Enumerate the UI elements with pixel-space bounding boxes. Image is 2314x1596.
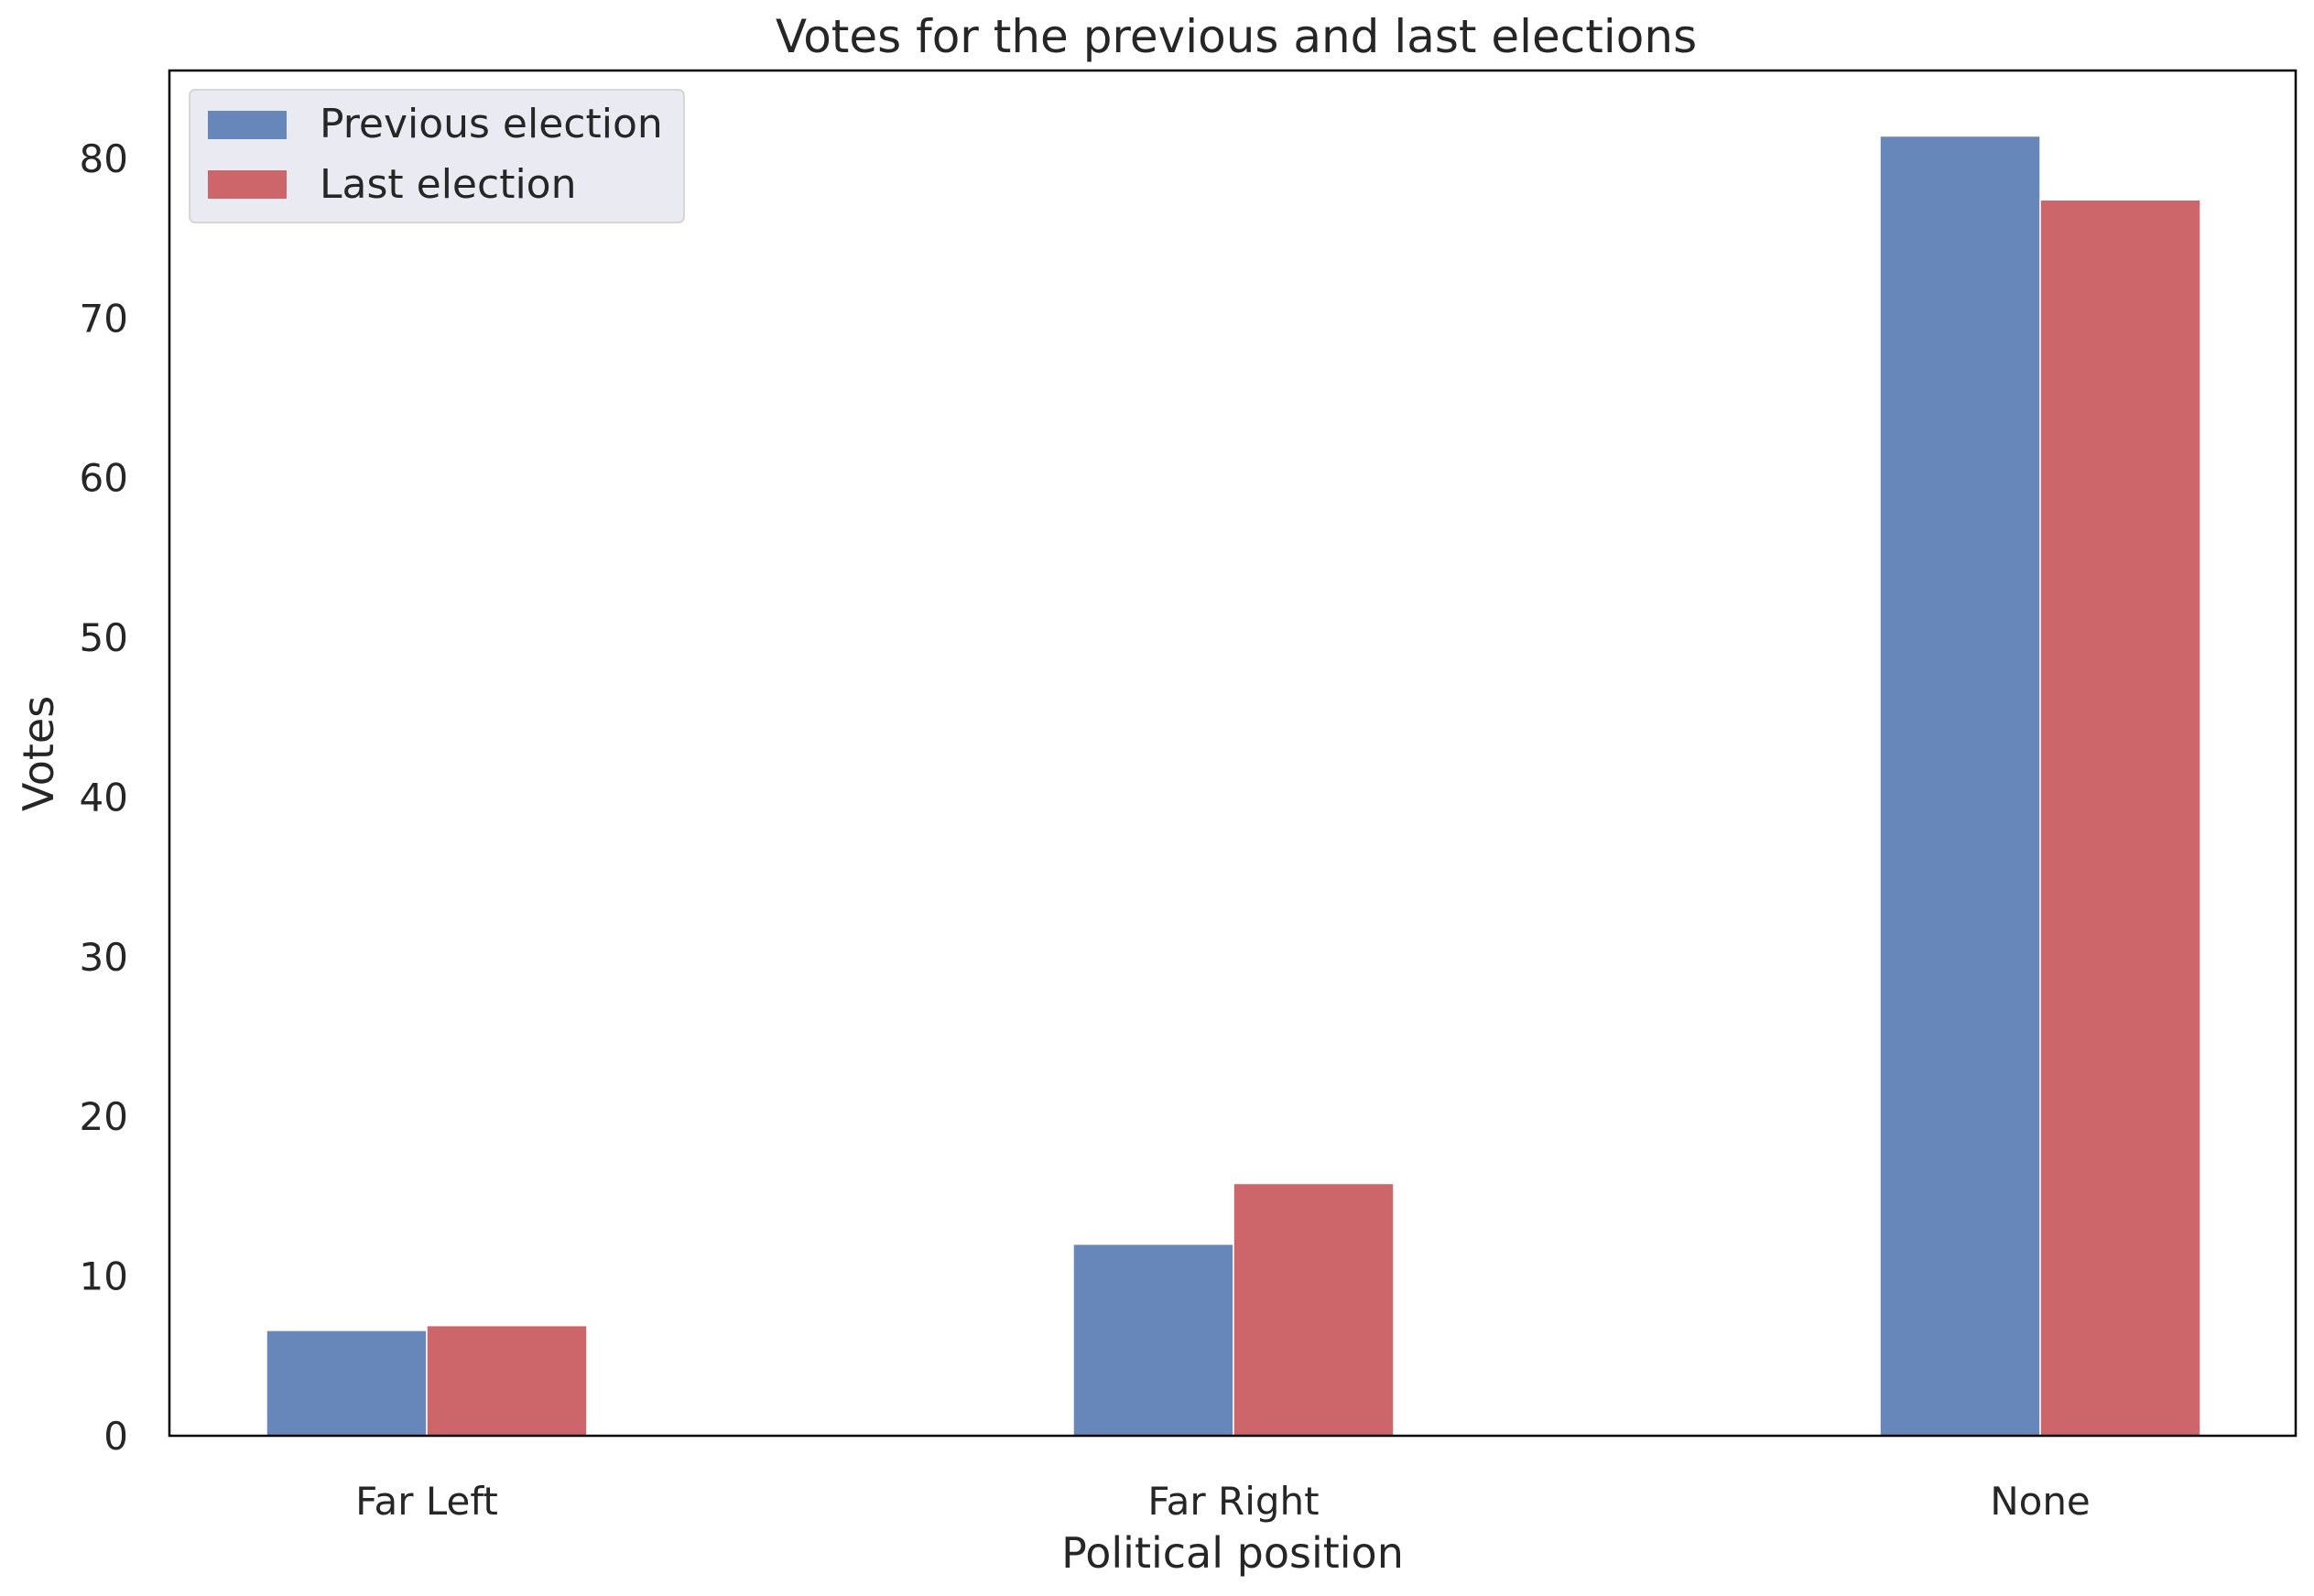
- y-tick-label: 30: [80, 935, 128, 980]
- y-tick-label: 0: [103, 1414, 128, 1459]
- y-tick-label: 20: [80, 1094, 128, 1139]
- x-axis: Far Left Far Right None: [355, 1479, 2091, 1524]
- bar-last-election-far-right: [1233, 1182, 1395, 1437]
- x-tick-label-far-left: Far Left: [355, 1479, 498, 1524]
- y-axis: 0 10 20 30 40 50 60 70 80: [80, 136, 128, 1459]
- y-tick-label: 70: [80, 296, 128, 341]
- chart-title: Votes for the previous and last election…: [776, 10, 1697, 63]
- legend-label-last-election: Last election: [320, 161, 576, 208]
- legend-label-previous-election: Previous election: [320, 101, 663, 147]
- legend: Previous election Last election: [189, 89, 685, 223]
- bars-layer: [266, 135, 2201, 1437]
- x-tick-label-far-right: Far Right: [1147, 1479, 1319, 1524]
- y-tick-label: 80: [80, 136, 128, 181]
- bar-last-election-far-left: [426, 1324, 588, 1437]
- legend-frame: [189, 89, 685, 223]
- plot-area-frame: [168, 69, 2298, 1438]
- bar-previous-election-far-right: [1072, 1243, 1234, 1437]
- legend-swatch-last-election: [208, 170, 287, 199]
- legend-swatch-previous-election: [208, 111, 287, 139]
- bar-previous-election-far-left: [266, 1330, 428, 1437]
- bar-last-election-none: [2039, 199, 2201, 1437]
- bar-previous-election-none: [1879, 135, 2041, 1437]
- y-tick-label: 60: [80, 456, 128, 501]
- x-tick-label-none: None: [1990, 1479, 2091, 1524]
- y-axis-label: Votes: [14, 696, 63, 811]
- y-tick-label: 40: [80, 775, 128, 820]
- y-tick-label: 10: [80, 1254, 128, 1299]
- y-tick-label: 50: [80, 615, 128, 660]
- x-axis-label: Political position: [1061, 1528, 1404, 1578]
